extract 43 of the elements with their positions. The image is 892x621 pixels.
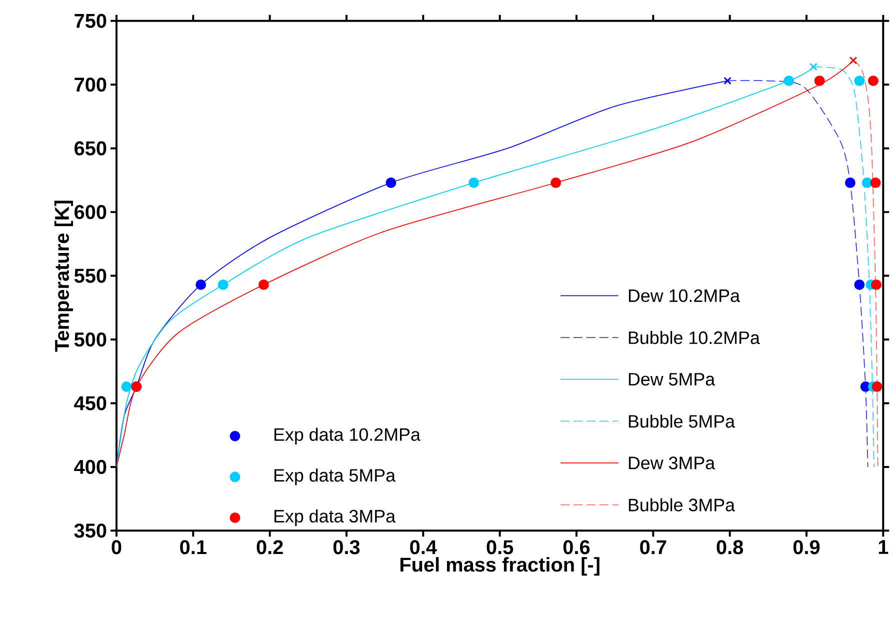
legend-label: Bubble 3MPa: [628, 498, 736, 512]
x-tick-label: 0.7: [640, 540, 666, 554]
legend-label: Exp data 3MPa: [274, 509, 396, 526]
y-tick-label: 350: [74, 523, 106, 538]
y-tick-label: 650: [74, 141, 106, 156]
point: [468, 177, 479, 188]
y-tick-label: 550: [74, 268, 106, 283]
legend-label: Dew 3MPa: [628, 456, 716, 470]
point: [784, 75, 794, 86]
y-tick-label: 750: [74, 14, 106, 28]
x-tick-label: 0.2: [256, 540, 283, 554]
legend-label: Bubble 10.2MPa: [628, 330, 760, 344]
y-axis-title: Temperature [K]: [54, 200, 73, 352]
legend-label: Dew 5MPa: [628, 372, 716, 386]
point: [854, 75, 865, 86]
y-tick-label: 700: [74, 77, 106, 92]
y-tick-label: 500: [74, 332, 106, 346]
x-tick-label: 0.1: [180, 540, 206, 554]
point: [814, 75, 825, 86]
x-tick-label: 0.5: [486, 540, 514, 554]
y-tick-label: 400: [74, 460, 106, 474]
point: [258, 279, 269, 290]
point: [550, 177, 562, 188]
point: [854, 279, 865, 290]
y-tick-label: 450: [74, 396, 106, 410]
x-tick-label: 0.6: [563, 540, 590, 554]
point: [196, 279, 206, 290]
point: [844, 177, 856, 188]
y-tick-label: 600: [74, 204, 106, 219]
point: [218, 279, 228, 290]
x-tick-label: 0.8: [716, 540, 744, 554]
x-tick-label: 0.4: [410, 540, 437, 554]
x-axis-title: Fuel mass fraction [-]: [400, 556, 600, 576]
legend-label: Exp data 5MPa: [274, 468, 396, 486]
x-tick-label: 1: [878, 540, 888, 554]
x-tick-label: 0.3: [333, 540, 360, 554]
point: [386, 177, 396, 188]
legend-label: Bubble 5MPa: [628, 414, 736, 428]
legend-label: Exp data 10.2MPa: [274, 428, 420, 444]
x-tick-label: 0.9: [793, 540, 820, 554]
x-tick-label: 0: [112, 540, 122, 554]
legend-label: Dew 10.2MPa: [628, 289, 740, 302]
point: [121, 381, 132, 392]
